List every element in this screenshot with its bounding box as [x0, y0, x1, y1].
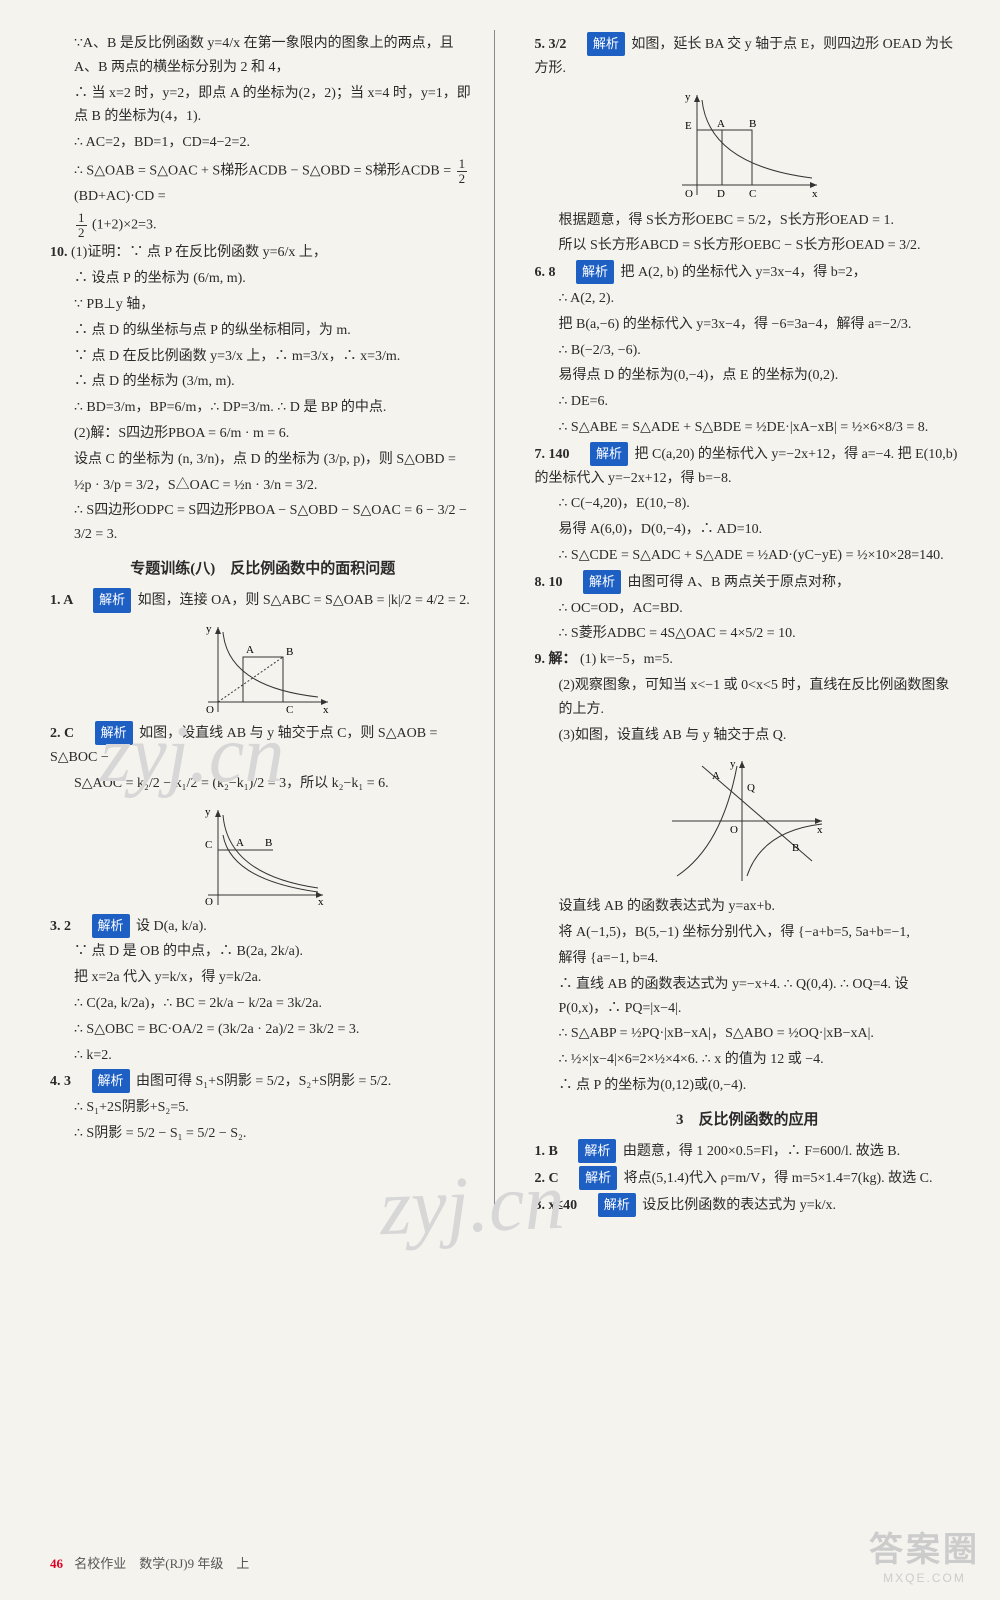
- text: ∴ AC=2，BD=1，CD=4−2=2.: [50, 131, 476, 155]
- text: ∴ S阴影 = 5/2 − S₁ = 5/2 − S₂.: [50, 1122, 476, 1146]
- text: ∵ 点 D 在反比例函数 y=3/x 上，∴ m=3/x，∴ x=3/m.: [50, 345, 476, 369]
- svg-text:O: O: [205, 896, 213, 908]
- ans-1: 1. A 解析 如图，连接 OA，则 S△ABC = S△OAB = |k|/2…: [50, 588, 476, 613]
- text: 12 (1+2)×2=3.: [50, 211, 476, 239]
- page-content: ∵A、B 是反比例函数 y=4/x 在第一象限内的图象上的两点，且 A、B 两点…: [0, 0, 1000, 1240]
- text: ∴ S△OAB = S△OAC + S梯形ACDB − S△OBD = S梯形A…: [50, 157, 476, 209]
- svg-text:x: x: [812, 188, 818, 200]
- left-column: ∵A、B 是反比例函数 y=4/x 在第一象限内的图象上的两点，且 A、B 两点…: [50, 30, 495, 1220]
- ans-8: 8. 10 解析 由图可得 A、B 两点关于原点对称，: [535, 570, 961, 595]
- logo-url: MXQE.COM: [869, 1571, 980, 1585]
- ans-5: 5. 3/2 解析 如图，延长 BA 交 y 轴于点 E，则四边形 OEAD 为…: [535, 32, 961, 81]
- svg-text:A: A: [236, 837, 244, 849]
- text: ∴ 点 D 的纵坐标与点 P 的纵坐标相同，为 m.: [50, 319, 476, 343]
- svg-text:x: x: [323, 704, 329, 716]
- text: ∴ S△CDE = S△ADC + S△ADE = ½AD·(yC−yE) = …: [535, 544, 961, 568]
- svg-text:C: C: [205, 839, 212, 851]
- svg-text:B: B: [265, 837, 272, 849]
- page-label: 名校作业 数学(RJ)9 年级 上: [74, 1556, 249, 1571]
- svg-text:y: y: [206, 623, 212, 635]
- text: ∴ 设点 P 的坐标为 (6/m, m).: [50, 267, 476, 291]
- section-title: 专题训练(八) 反比例函数中的面积问题: [50, 557, 476, 583]
- svg-text:O: O: [685, 188, 693, 200]
- text: ∴ S菱形ADBC = 4S△OAC = 4×5/2 = 10.: [535, 622, 961, 646]
- text: ∴ C(2a, k/2a)，∴ BC = 2k/a − k/2a = 3k/2a…: [50, 992, 476, 1016]
- text: 易得点 D 的坐标为(0,−4)，点 E 的坐标为(0,2).: [535, 364, 961, 388]
- svg-text:y: y: [205, 806, 211, 818]
- ans-b1: 1. B 解析 由题意，得 1 200×0.5=Fl，∴ F=600/l. 故选…: [535, 1139, 961, 1164]
- right-column: 5. 3/2 解析 如图，延长 BA 交 y 轴于点 E，则四边形 OEAD 为…: [525, 30, 961, 1220]
- figure-1: A B C O x y: [188, 617, 338, 717]
- text: (3)如图，设直线 AB 与 y 轴交于点 Q.: [535, 724, 961, 748]
- text: (2)观察图象，可知当 x<−1 或 0<x<5 时，直线在反比例函数图象的上方…: [535, 674, 961, 722]
- text: ∵ PB⊥y 轴，: [50, 293, 476, 317]
- q10: 10. (1)证明：∵ 点 P 在反比例函数 y=6/x 上，: [50, 241, 476, 265]
- text: S△AOC = k₂/2 − k₁/2 = (k₂−k₁)/2 = 3，所以 k…: [50, 772, 476, 796]
- svg-text:O: O: [206, 704, 214, 716]
- page-number: 46: [50, 1556, 63, 1571]
- svg-text:x: x: [318, 896, 324, 908]
- text: ∴ S△OBC = BC·OA/2 = (3k/2a · 2a)/2 = 3k/…: [50, 1018, 476, 1042]
- text: 易得 A(6,0)，D(0,−4)，∴ AD=10.: [535, 518, 961, 542]
- text: ∴ A(2, 2).: [535, 287, 961, 311]
- text: 解得 {a=−1, b=4.: [535, 947, 961, 971]
- ans-3: 3. 2 解析 设 D(a, k/a).: [50, 914, 476, 939]
- ans-b2: 2. C 解析 将点(5,1.4)代入 ρ=m/V，得 m=5×1.4=7(kg…: [535, 1166, 961, 1191]
- text: ∴ ½×|x−4|×6=2×½×4×6. ∴ x 的值为 12 或 −4.: [535, 1048, 961, 1072]
- svg-text:C: C: [286, 704, 293, 716]
- ans-b3: 3. x≤40 解析 设反比例函数的表达式为 y=k/x.: [535, 1193, 961, 1218]
- svg-text:O: O: [730, 824, 738, 836]
- text: 根据题意，得 S长方形OEBC = 5/2，S长方形OEAD = 1.: [535, 209, 961, 233]
- text: (2)解：S四边形PBOA = 6/m · m = 6.: [50, 422, 476, 446]
- text: ∴ 直线 AB 的函数表达式为 y=−x+4. ∴ Q(0,4). ∴ OQ=4…: [535, 973, 961, 1021]
- text: ∴ DE=6.: [535, 390, 961, 414]
- text: 设直线 AB 的函数表达式为 y=ax+b.: [535, 895, 961, 919]
- svg-text:B: B: [286, 646, 293, 658]
- figure-5: E A B D C Ox y: [667, 85, 827, 205]
- svg-text:A: A: [246, 644, 254, 656]
- svg-text:C: C: [749, 188, 756, 200]
- svg-text:B: B: [792, 842, 799, 854]
- svg-text:A: A: [712, 770, 720, 782]
- figure-2: C A B Ox y: [193, 800, 333, 910]
- svg-text:E: E: [685, 120, 692, 132]
- text: ∴ 点 P 的坐标为(0,12)或(0,−4).: [535, 1074, 961, 1098]
- text: ∴ C(−4,20)，E(10,−8).: [535, 492, 961, 516]
- text: 所以 S长方形ABCD = S长方形OEBC − S长方形OEAD = 3/2.: [535, 234, 961, 258]
- figure-9: A Q B O x y: [662, 751, 832, 891]
- svg-text:B: B: [749, 118, 756, 130]
- svg-text:y: y: [730, 758, 736, 770]
- text: ∴ S₁+2S阴影+S₂=5.: [50, 1096, 476, 1120]
- ans-7: 7. 140 解析 把 C(a,20) 的坐标代入 y=−2x+12，得 a=−…: [535, 442, 961, 491]
- section-title-3: 3 反比例函数的应用: [535, 1108, 961, 1134]
- text: ∴ BD=3/m，BP=6/m，∴ DP=3/m. ∴ D 是 BP 的中点.: [50, 396, 476, 420]
- ans-6: 6. 8 解析 把 A(2, b) 的坐标代入 y=3x−4，得 b=2，: [535, 260, 961, 285]
- text: 把 B(a,−6) 的坐标代入 y=3x−4，得 −6=3a−4，解得 a=−2…: [535, 313, 961, 337]
- text: 把 x=2a 代入 y=k/x，得 y=k/2a.: [50, 966, 476, 990]
- svg-text:Q: Q: [747, 782, 755, 794]
- ans-2: 2. C 解析 如图，设直线 AB 与 y 轴交于点 C，则 S△AOB = S…: [50, 721, 476, 770]
- text: ∴ 当 x=2 时，y=2，即点 A 的坐标为(2，2)；当 x=4 时，y=1…: [50, 82, 476, 130]
- text: ∴ k=2.: [50, 1044, 476, 1068]
- text: ∴ S△ABE = S△ADE + S△BDE = ½DE·|xA−xB| = …: [535, 416, 961, 440]
- text: ½p · 3/p = 3/2，S△OAC = ½n · 3/n = 3/2.: [50, 474, 476, 498]
- page-footer: 46 名校作业 数学(RJ)9 年级 上: [50, 1553, 249, 1572]
- text: ∴ OC=OD，AC=BD.: [535, 597, 961, 621]
- text: ∴ S四边形ODPC = S四边形PBOA − S△OBD − S△OAC = …: [50, 499, 476, 547]
- svg-text:y: y: [685, 91, 691, 103]
- text: ∴ 点 D 的坐标为 (3/m, m).: [50, 370, 476, 394]
- ans-9: 9. 解： (1) k=−5，m=5.: [535, 648, 961, 672]
- text: ∴ B(−2/3, −6).: [535, 339, 961, 363]
- svg-text:D: D: [717, 188, 725, 200]
- text: ∴ S△ABP = ½PQ·|xB−xA|，S△ABO = ½OQ·|xB−xA…: [535, 1022, 961, 1046]
- text: ∵A、B 是反比例函数 y=4/x 在第一象限内的图象上的两点，且 A、B 两点…: [50, 32, 476, 80]
- site-logo: 答案圈 MXQE.COM: [869, 1522, 980, 1585]
- text: 将 A(−1,5)，B(5,−1) 坐标分别代入，得 {−a+b=5, 5a+b…: [535, 921, 961, 945]
- ans-4: 4. 3 解析 由图可得 S₁+S阴影 = 5/2，S₂+S阴影 = 5/2.: [50, 1069, 476, 1094]
- svg-text:x: x: [817, 824, 823, 836]
- svg-text:A: A: [717, 118, 725, 130]
- text: ∵ 点 D 是 OB 的中点，∴ B(2a, 2k/a).: [50, 940, 476, 964]
- logo-text: 答案圈: [869, 1522, 980, 1571]
- text: 设点 C 的坐标为 (n, 3/n)，点 D 的坐标为 (3/p, p)，则 S…: [50, 448, 476, 472]
